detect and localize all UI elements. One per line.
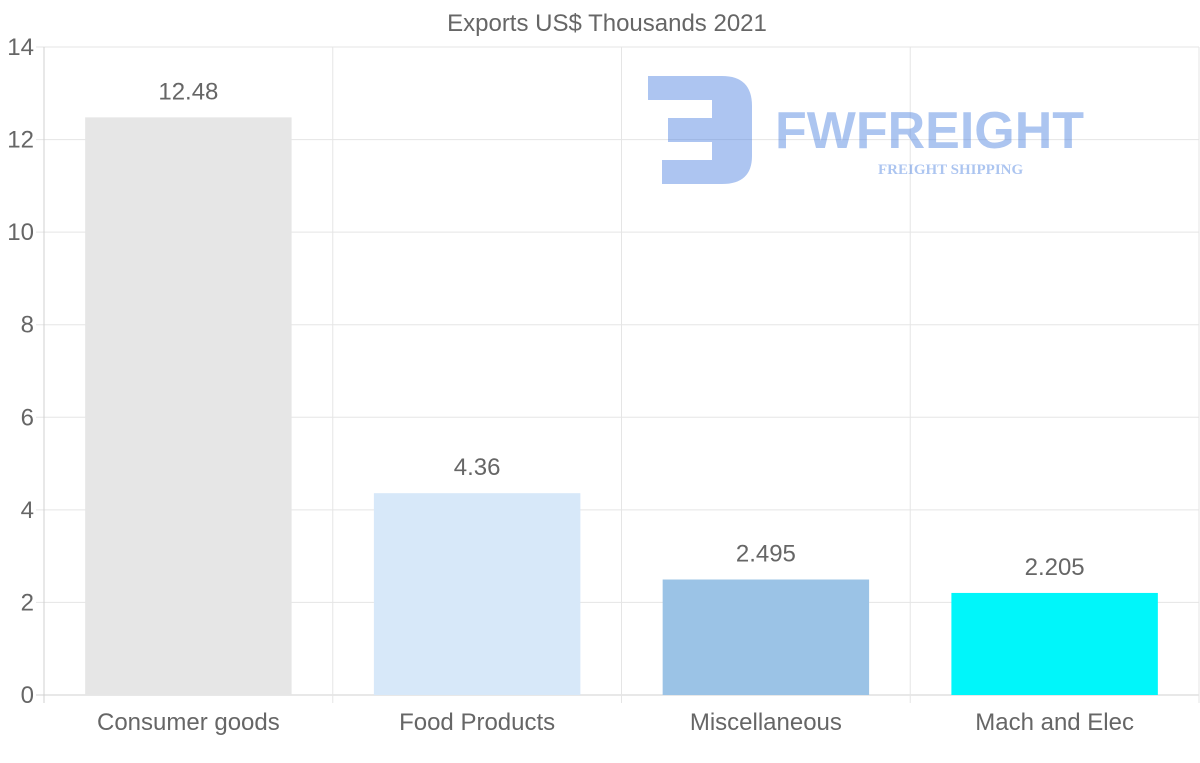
y-tick-label: 6 [21, 404, 34, 431]
y-tick-label: 4 [21, 497, 34, 524]
y-tick-label: 2 [21, 589, 34, 616]
bar-mach-and-elec [951, 592, 1158, 695]
y-tick-label: 8 [21, 312, 34, 339]
bar-miscellaneous [662, 579, 870, 695]
data-label: 12.48 [158, 78, 218, 105]
watermark-logo: FWFREIGHT FREIGHT SHIPPING [648, 76, 1084, 184]
x-tick-label: Food Products [399, 709, 555, 736]
x-tick-label: Miscellaneous [690, 709, 842, 736]
x-tick-label: Mach and Elec [975, 709, 1134, 736]
data-label: 2.495 [736, 541, 796, 568]
y-tick-label: 10 [7, 219, 34, 246]
y-tick-label: 0 [21, 682, 34, 709]
data-label: 2.205 [1025, 554, 1085, 581]
bar-consumer-goods [85, 117, 292, 695]
y-tick-label: 14 [7, 34, 34, 61]
bars [85, 117, 1158, 695]
fw-logo-icon [648, 76, 752, 184]
bar-food-products [373, 493, 581, 695]
watermark-brand: FWFREIGHT [775, 102, 1084, 160]
watermark-tagline: FREIGHT SHIPPING [878, 162, 1023, 178]
data-label: 4.36 [454, 454, 501, 481]
data-labels: 12.48 4.36 2.495 2.205 [158, 78, 1084, 581]
y-axis-ticks: 0 2 4 6 8 10 12 14 [7, 34, 34, 709]
x-tick-label: Consumer goods [97, 709, 280, 736]
y-tick-label: 12 [7, 127, 34, 154]
chart-title: Exports US$ Thousands 2021 [447, 10, 767, 37]
x-axis-labels: Consumer goods Food Products Miscellaneous… [97, 709, 1134, 736]
